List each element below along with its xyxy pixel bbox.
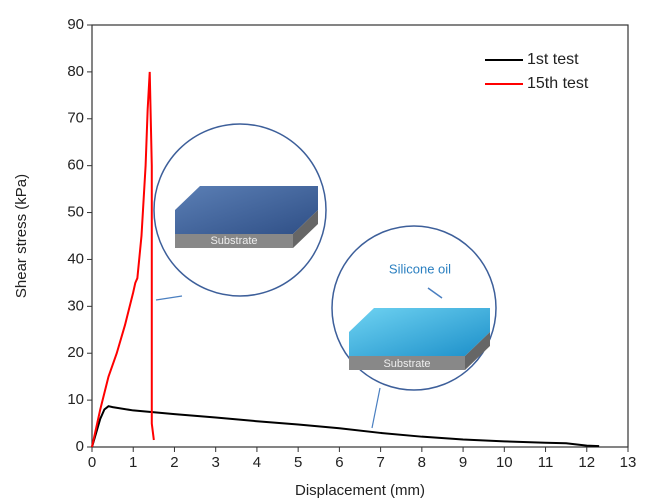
y-tick-label: 0 <box>76 438 84 455</box>
x-tick-label: 8 <box>418 454 426 471</box>
inset-left <box>154 124 326 300</box>
x-axis-label: Displacement (mm) <box>295 482 425 499</box>
y-tick-label: 90 <box>67 16 84 33</box>
y-tick-label: 10 <box>67 391 84 408</box>
x-tick-label: 1 <box>129 454 137 471</box>
y-tick-label: 20 <box>67 344 84 361</box>
data-line <box>92 406 599 447</box>
y-tick-label: 50 <box>67 204 84 221</box>
y-tick-label: 60 <box>67 157 84 174</box>
legend-label: 1st test <box>527 51 579 68</box>
chart: Substrate Substrate Silicone oil Displac… <box>0 0 654 501</box>
x-tick-label: 3 <box>212 454 220 471</box>
x-tick-label: 9 <box>459 454 467 471</box>
inset-right <box>332 226 496 428</box>
y-tick-label: 30 <box>67 297 84 314</box>
y-tick-label: 70 <box>67 110 84 127</box>
x-tick-label: 12 <box>578 454 595 471</box>
x-tick-label: 7 <box>376 454 384 471</box>
x-tick-label: 0 <box>88 454 96 471</box>
inset-label: Substrate <box>210 235 257 247</box>
x-tick-label: 11 <box>538 454 554 471</box>
x-tick-label: 6 <box>335 454 343 471</box>
y-tick-label: 80 <box>67 63 84 80</box>
legend-label: 15th test <box>527 75 589 92</box>
inset-label: Substrate <box>383 358 430 370</box>
x-tick-label: 4 <box>253 454 261 471</box>
y-tick-label: 40 <box>67 250 84 267</box>
x-tick-label: 5 <box>294 454 302 471</box>
page: Substrate Substrate Silicone oil Displac… <box>0 0 654 501</box>
x-tick-label: 13 <box>620 454 637 471</box>
x-tick-label: 10 <box>496 454 513 471</box>
x-tick-label: 2 <box>170 454 178 471</box>
inset-label: Silicone oil <box>389 261 451 276</box>
y-axis-label: Shear stress (kPa) <box>13 174 30 298</box>
data-line <box>92 72 154 447</box>
